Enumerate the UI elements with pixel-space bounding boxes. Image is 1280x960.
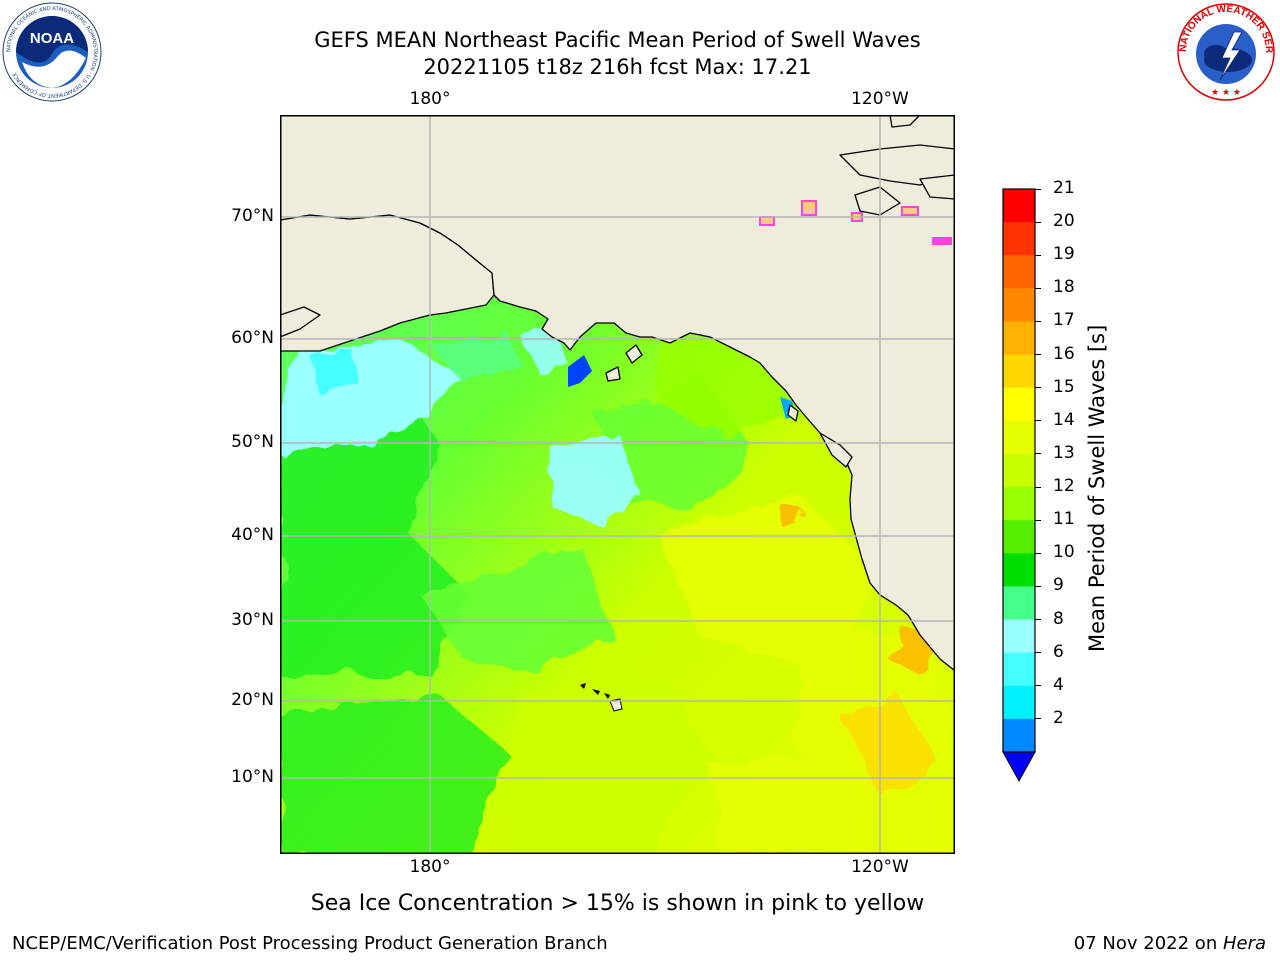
colorbar-tick-mark (1035, 320, 1041, 322)
colorbar-segment (1003, 222, 1035, 256)
colorbar-tick-mark (1035, 585, 1041, 587)
colorbar-tick-mark (1035, 619, 1041, 621)
map-frame (280, 115, 955, 854)
svg-text:★ ★ ★: ★ ★ ★ (1211, 88, 1241, 98)
colorbar-tick-label: 6 (1053, 641, 1064, 662)
colorbar-tick-label: 17 (1053, 310, 1075, 331)
colorbar-tick-mark (1035, 552, 1041, 554)
colorbar-segment (1003, 619, 1035, 654)
colorbar-segment (1003, 652, 1035, 687)
chart-title: GEFS MEAN Northeast Pacific Mean Period … (314, 28, 921, 52)
colorbar-tick-label: 9 (1053, 575, 1064, 596)
lat-label-20n: 20°N (231, 690, 274, 710)
colorbar-label: Mean Period of Swell Waves [s] (1085, 324, 1109, 652)
lon-label-top-180: 180° (409, 89, 451, 109)
colorbar-segment (1003, 387, 1035, 422)
swell-period-map (280, 115, 955, 854)
lon-label-bottom-180: 180° (409, 857, 451, 877)
colorbar-segment (1003, 453, 1035, 488)
colorbar-segment (1003, 718, 1035, 753)
colorbar-tick-label: 10 (1053, 542, 1075, 563)
colorbar-tick-label: 4 (1053, 674, 1064, 695)
colorbar-tick-mark (1035, 486, 1041, 488)
colorbar-segment (1003, 288, 1035, 322)
colorbar-frame (1002, 188, 1036, 753)
colorbar-segment (1003, 354, 1035, 389)
colorbar-segment (1003, 685, 1035, 720)
colorbar-tick-mark (1035, 287, 1041, 289)
colorbar-tick-mark (1035, 519, 1041, 521)
nws-logo: NATIONAL WEATHER SERVICE ★ ★ ★ (1172, 0, 1276, 102)
lat-label-50n: 50°N (231, 432, 274, 452)
footer-right: 07 Nov 2022 on Hera (1074, 933, 1266, 954)
colorbar-tick-label: 13 (1053, 442, 1075, 463)
colorbar-segment (1003, 420, 1035, 455)
colorbar-segment (1003, 487, 1035, 521)
lat-label-70n: 70°N (231, 206, 274, 226)
lon-label-bottom-120w: 120°W (851, 857, 909, 877)
colorbar-tick-label: 20 (1053, 211, 1075, 232)
colorbar-tick-label: 12 (1053, 476, 1075, 497)
colorbar-segment (1003, 255, 1035, 289)
colorbar-tick-mark (1035, 420, 1041, 422)
land-masses (280, 115, 955, 672)
colorbar-tick-label: 2 (1053, 707, 1064, 728)
colorbar-segment (1003, 520, 1035, 554)
colorbar-tick-mark (1035, 221, 1041, 223)
colorbar-tick-mark (1035, 453, 1041, 455)
footer-date: 07 Nov 2022 on (1073, 933, 1223, 954)
colorbar-tick-label: 16 (1053, 343, 1075, 364)
colorbar-tick-label: 8 (1053, 608, 1064, 629)
colorbar-tick-mark (1035, 652, 1041, 654)
colorbar-tick-mark (1035, 685, 1041, 687)
colorbar-tick-label: 21 (1053, 178, 1075, 198)
colorbar-segment (1003, 586, 1035, 621)
chart-subtitle: 20221105 t18z 216h fcst Max: 17.21 (423, 55, 812, 79)
colorbar-tick-mark (1035, 354, 1041, 356)
colorbar-tick-mark (1035, 254, 1041, 256)
noaa-logo: NOAA NATIONAL OCEANIC AND ATMOSPHERIC AD… (2, 2, 102, 102)
colorbar (1002, 188, 1036, 783)
colorbar-segment (1003, 189, 1035, 223)
footer-left: NCEP/EMC/Verification Post Processing Pr… (12, 933, 608, 954)
lon-label-top-120w: 120°W (851, 89, 909, 109)
lat-label-60n: 60°N (231, 328, 274, 348)
colorbar-extend-arrow (1002, 751, 1036, 783)
noaa-logo-text: NOAA (30, 30, 74, 47)
colorbar-segment (1003, 553, 1035, 587)
colorbar-tick-label: 19 (1053, 244, 1075, 265)
colorbar-tick-mark (1035, 387, 1041, 389)
colorbar-segment (1003, 321, 1035, 356)
colorbar-tick-mark (1035, 718, 1041, 720)
colorbar-tick-label: 18 (1053, 277, 1075, 298)
footer-host: Hera (1222, 933, 1266, 954)
hawaii-islands (580, 683, 623, 712)
colorbar-tick-mark (1035, 188, 1041, 190)
lat-label-40n: 40°N (231, 525, 274, 545)
lat-label-10n: 10°N (231, 767, 274, 787)
sea-ice-note: Sea Ice Concentration > 15% is shown in … (310, 891, 925, 916)
colorbar-tick-label: 15 (1053, 376, 1075, 397)
lat-label-30n: 30°N (231, 610, 274, 630)
graticule (280, 115, 955, 854)
colorbar-tick-label: 14 (1053, 409, 1075, 430)
colorbar-tick-label: 11 (1053, 509, 1075, 530)
